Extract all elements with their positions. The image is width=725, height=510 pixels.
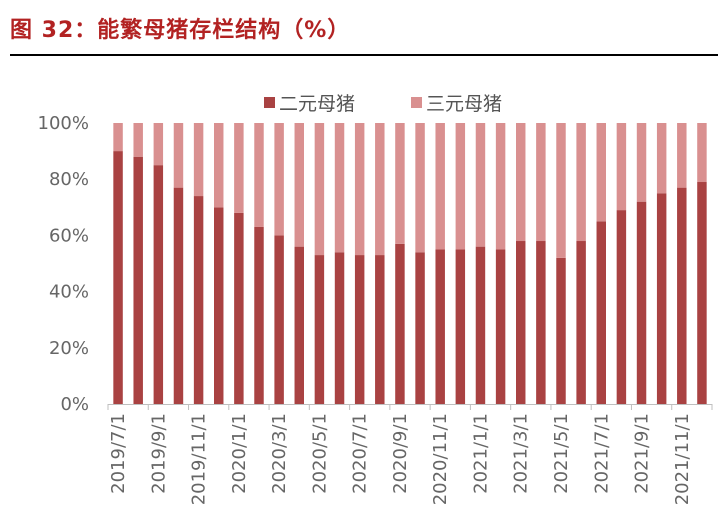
bar-series-2 (596, 123, 606, 222)
x-axis: 2019/7/1 2019/9/1 2019/11/1 2020/1/1 2020/3/… (107, 404, 713, 505)
bar-series-1 (455, 249, 466, 404)
bar-series-2 (455, 123, 466, 250)
bar-series-2 (294, 123, 304, 247)
bar-series-2 (435, 123, 445, 250)
bar-series-1 (475, 246, 486, 404)
x-tick-label: 2020/11/1 (430, 413, 451, 505)
bar-series-2 (475, 123, 486, 247)
bar-series-2 (677, 123, 687, 188)
bar-series-2 (334, 123, 345, 253)
bar-series-1 (193, 196, 204, 404)
y-tick-label: 100% (38, 113, 89, 134)
legend-label-1: 二元母猪 (279, 93, 355, 115)
bar-series-1 (616, 210, 627, 404)
bar-series-2 (113, 123, 123, 152)
bar-series-2 (536, 123, 546, 242)
bar-series-2 (173, 123, 184, 188)
bar-series-2 (153, 123, 164, 166)
bar-series-2 (697, 123, 707, 183)
bar-series-2 (254, 123, 264, 227)
bar-series-1 (214, 207, 224, 404)
bar-series-2 (415, 123, 425, 253)
y-tick-label: 40% (49, 282, 89, 303)
bar-series-2 (354, 123, 365, 256)
bar-series-1 (395, 243, 405, 404)
x-tick-label: 2019/11/1 (189, 413, 210, 505)
y-tick-label: 60% (49, 225, 89, 246)
bar-series-2 (656, 123, 667, 194)
bar-series-1 (234, 212, 244, 404)
y-tick-label: 80% (49, 169, 89, 190)
bar-series-2 (133, 123, 143, 157)
x-tick-label: 2019/9/1 (148, 413, 169, 494)
bars (113, 123, 707, 404)
bar-series-2 (314, 123, 325, 256)
figure-title: 图 32：能繁母猪存栏结构（%） (10, 18, 351, 43)
bar-series-2 (193, 123, 204, 197)
bar-series-2 (395, 123, 405, 244)
bar-series-1 (495, 249, 506, 404)
legend: 二元母猪 三元母猪 (264, 93, 502, 115)
bar-series-1 (334, 252, 345, 404)
y-tick-label: 0% (60, 394, 89, 415)
bar-series-1 (254, 226, 264, 404)
bar-series-1 (536, 241, 546, 404)
x-tick-label: 2021/9/1 (632, 413, 653, 494)
bar-series-2 (556, 123, 566, 258)
bar-series-1 (677, 187, 687, 404)
bar-series-1 (354, 255, 365, 404)
bar-series-2 (274, 123, 284, 236)
bar-series-1 (596, 221, 606, 404)
bar-series-1 (516, 241, 526, 404)
x-tick-label: 2020/1/1 (229, 413, 250, 494)
x-tick-label: 2021/1/1 (470, 413, 491, 494)
bar-series-1 (173, 187, 184, 404)
x-tick-label: 2020/3/1 (269, 413, 290, 494)
bar-series-2 (576, 123, 586, 242)
x-tick-label: 2021/3/1 (511, 413, 532, 494)
bar-series-1 (636, 201, 647, 404)
x-tick-label: 2020/7/1 (350, 413, 371, 494)
bar-series-1 (556, 257, 566, 404)
x-tick-label: 2020/9/1 (390, 413, 411, 494)
bar-series-1 (314, 255, 325, 404)
y-tick-label: 20% (49, 338, 89, 359)
title-divider (10, 54, 718, 56)
bar-series-1 (576, 241, 586, 404)
x-tick-label: 2020/5/1 (309, 413, 330, 494)
bar-series-2 (516, 123, 526, 242)
bar-series-2 (214, 123, 224, 208)
x-tick-label: 2021/7/1 (591, 413, 612, 494)
bar-series-1 (153, 165, 164, 404)
legend-swatch-2 (411, 97, 422, 108)
legend-swatch-1 (264, 97, 275, 108)
bar-series-1 (697, 182, 707, 404)
bar-series-1 (656, 193, 667, 404)
bar-series-1 (435, 249, 445, 404)
bar-series-2 (234, 123, 244, 213)
bar-series-2 (375, 123, 385, 256)
x-tick-label: 2019/7/1 (108, 413, 129, 494)
bar-series-2 (636, 123, 647, 202)
bar-series-2 (495, 123, 506, 250)
bar-series-1 (274, 235, 284, 404)
bar-series-1 (415, 252, 425, 404)
x-tick-label: 2021/11/1 (672, 413, 693, 505)
y-axis: 0% 20% 40% 60% 80% 100% (38, 113, 89, 415)
bar-series-1 (375, 255, 385, 404)
bar-series-1 (294, 246, 304, 404)
bar-series-1 (133, 156, 143, 404)
x-tick-label: 2021/5/1 (551, 413, 572, 494)
legend-label-2: 三元母猪 (426, 93, 502, 115)
bar-series-1 (113, 151, 123, 404)
bar-series-2 (616, 123, 627, 211)
